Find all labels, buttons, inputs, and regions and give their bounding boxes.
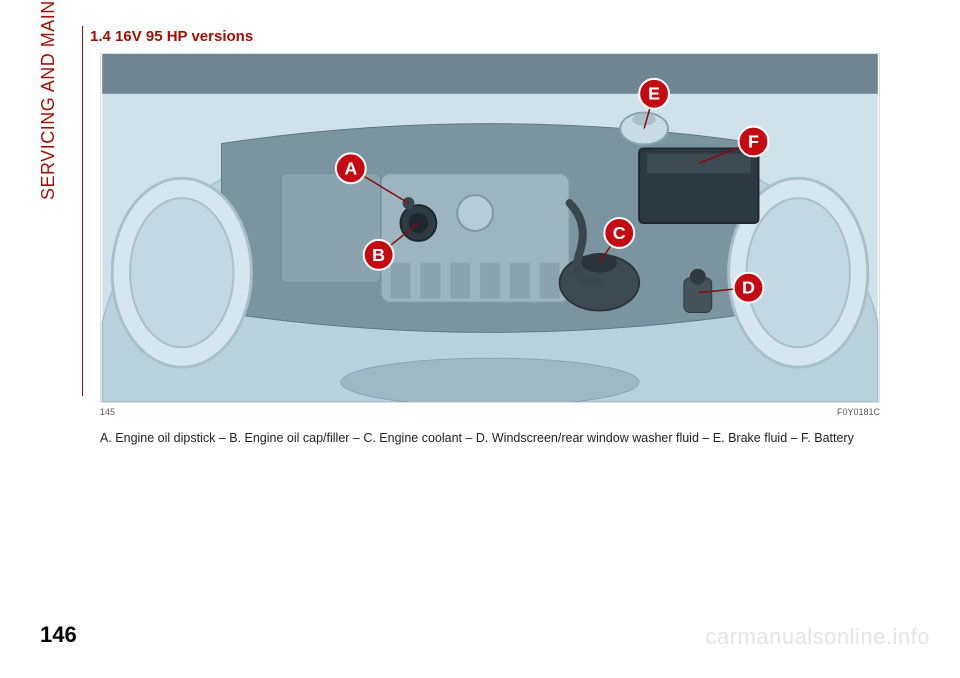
svg-text:A: A	[344, 158, 357, 178]
svg-text:F: F	[748, 131, 759, 151]
section-title: SERVICING AND MAINTENANCE	[38, 0, 59, 200]
figure-code: F0Y0181C	[837, 407, 880, 417]
figure-block: A B C D E F 145 F0Y0181C A. Engine oil dipsti…	[100, 53, 920, 445]
page-heading: 1.4 16V 95 HP versions	[90, 28, 920, 45]
engine-diagram: A B C D E F	[100, 53, 880, 403]
watermark: carmanualsonline.info	[705, 624, 930, 650]
figure-id: 145	[100, 407, 115, 417]
page-number: 146	[40, 622, 77, 648]
svg-text:C: C	[613, 223, 626, 243]
svg-text:B: B	[372, 245, 385, 265]
figure-caption: A. Engine oil dipstick – B. Engine oil c…	[100, 431, 920, 445]
section-rule	[82, 26, 83, 396]
figure-meta: 145 F0Y0181C	[100, 407, 880, 417]
svg-text:D: D	[742, 278, 755, 298]
svg-text:E: E	[648, 84, 660, 104]
manual-page: SERVICING AND MAINTENANCE 1.4 16V 95 HP …	[0, 0, 960, 678]
